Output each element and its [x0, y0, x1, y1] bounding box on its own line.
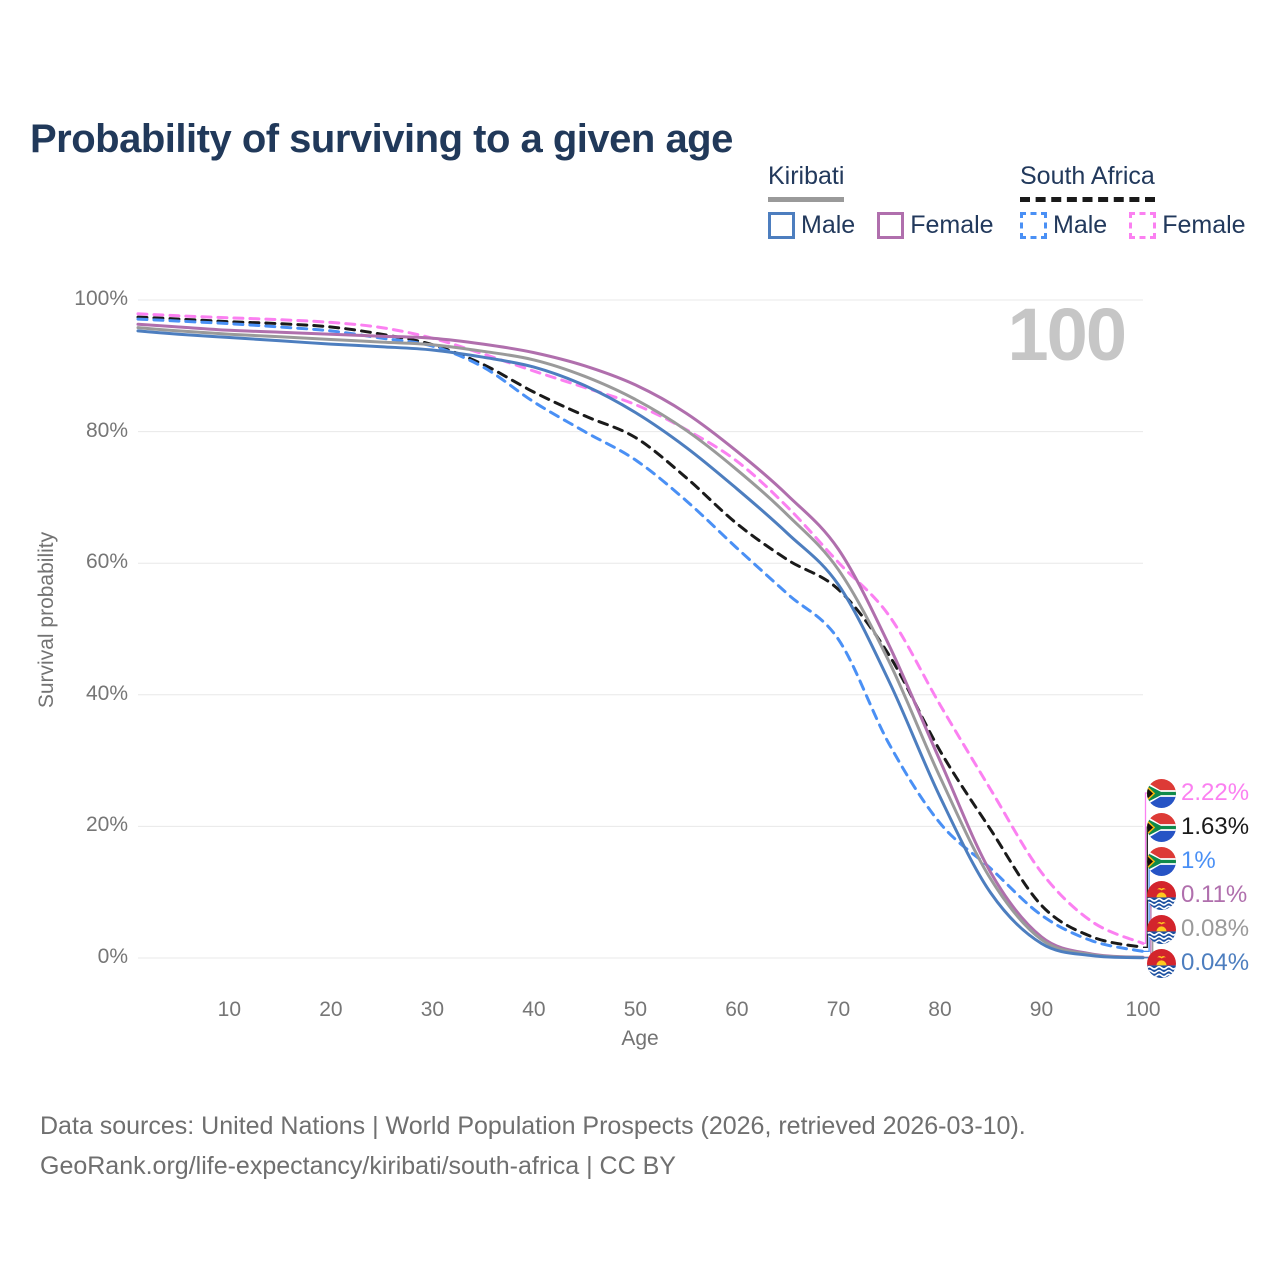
legend-label: Male: [1053, 211, 1108, 239]
end-label-value: 0.08%: [1181, 915, 1250, 942]
end-label-row-south-africa-both-sexes: 1.63%: [1147, 811, 1249, 843]
x-tick-20: 20: [319, 998, 343, 1021]
end-label-value: 1.63%: [1181, 813, 1250, 840]
end-label-row-kiribati-both-sexes: 0.08%: [1147, 913, 1249, 945]
x-axis-title: Age: [621, 1027, 659, 1050]
y-tick-0: 0%: [97, 945, 128, 968]
legend-group-kiribati: Kiribati Male Female: [768, 162, 994, 240]
y-tick-100: 100%: [74, 287, 128, 310]
legend-item-south-africa-male: Male: [1020, 211, 1107, 240]
page-title: Probability of surviving to a given age: [30, 116, 733, 161]
south-africa-flag-icon: [1147, 778, 1176, 808]
kiribati-flag-icon: [1147, 914, 1176, 944]
legend-items-south-africa: Male Female: [1020, 211, 1246, 240]
south-africa-female-swatch: [1129, 212, 1157, 239]
line-south-africa-male: [136, 317, 1145, 953]
y-tick-60: 60%: [85, 550, 128, 574]
x-tick-100: 100: [1125, 998, 1161, 1021]
x-tick-40: 40: [522, 998, 546, 1021]
legend-heading-south-africa: South Africa: [1020, 162, 1155, 202]
y-tick-80: 80%: [85, 418, 128, 442]
end-label-value: 1%: [1181, 847, 1216, 874]
legend-label: Male: [801, 211, 856, 239]
y-tick-20: 20%: [85, 813, 128, 837]
x-tick-70: 70: [826, 998, 851, 1021]
end-label-value: 0.11%: [1181, 881, 1248, 908]
y-tick-40: 40%: [85, 681, 128, 705]
legend-item-kiribati-female: Female: [877, 211, 994, 240]
south-africa-flag-icon: [1147, 812, 1176, 842]
x-tick-50: 50: [623, 998, 648, 1021]
line-south-africa-female: [136, 312, 1145, 945]
x-tick-90: 90: [1029, 998, 1054, 1021]
line-south-africa-both-sexes: [136, 315, 1145, 949]
age-counter-watermark: 100: [1007, 293, 1127, 376]
x-tick-60: 60: [725, 998, 749, 1021]
end-label-row-kiribati-male: 0.04%: [1147, 947, 1249, 979]
kiribati-flag-icon: [1147, 880, 1176, 910]
footer: Data sources: United Nations | World Pop…: [40, 1106, 1026, 1186]
legend-group-south-africa: South Africa Male Female: [1020, 162, 1246, 240]
line-kiribati-male: [136, 329, 1145, 960]
legend-items-kiribati: Male Female: [768, 211, 994, 240]
line-kiribati-female: [136, 322, 1145, 959]
line-kiribati-both-sexes: [136, 326, 1145, 959]
x-tick-30: 30: [420, 998, 445, 1021]
legend-item-south-africa-female: Female: [1129, 211, 1246, 240]
data-sources-note: Data sources: United Nations | World Pop…: [40, 1112, 1026, 1140]
end-label-value: 2.22%: [1181, 779, 1250, 806]
legend-label: Female: [910, 211, 994, 239]
kiribati-flag-icon: [1147, 948, 1176, 978]
south-africa-flag-icon: [1147, 846, 1176, 876]
x-tick-10: 10: [217, 998, 242, 1021]
end-label-value: 0.04%: [1181, 949, 1250, 976]
legend-heading-kiribati: Kiribati: [768, 162, 845, 202]
georank-attribution: GeoRank.org/life-expectancy/kiribati/sou…: [40, 1152, 676, 1180]
kiribati-male-swatch: [768, 212, 795, 239]
end-label-row-south-africa-male: 1%: [1147, 845, 1216, 877]
legend-item-kiribati-male: Male: [768, 211, 855, 240]
kiribati-female-swatch: [877, 212, 905, 239]
legend-label: Female: [1162, 211, 1246, 239]
end-label-row-south-africa-female: 2.22%: [1147, 777, 1249, 809]
x-tick-80: 80: [928, 998, 952, 1021]
end-label-row-kiribati-female: 0.11%: [1147, 879, 1247, 911]
south-africa-male-swatch: [1020, 212, 1047, 239]
